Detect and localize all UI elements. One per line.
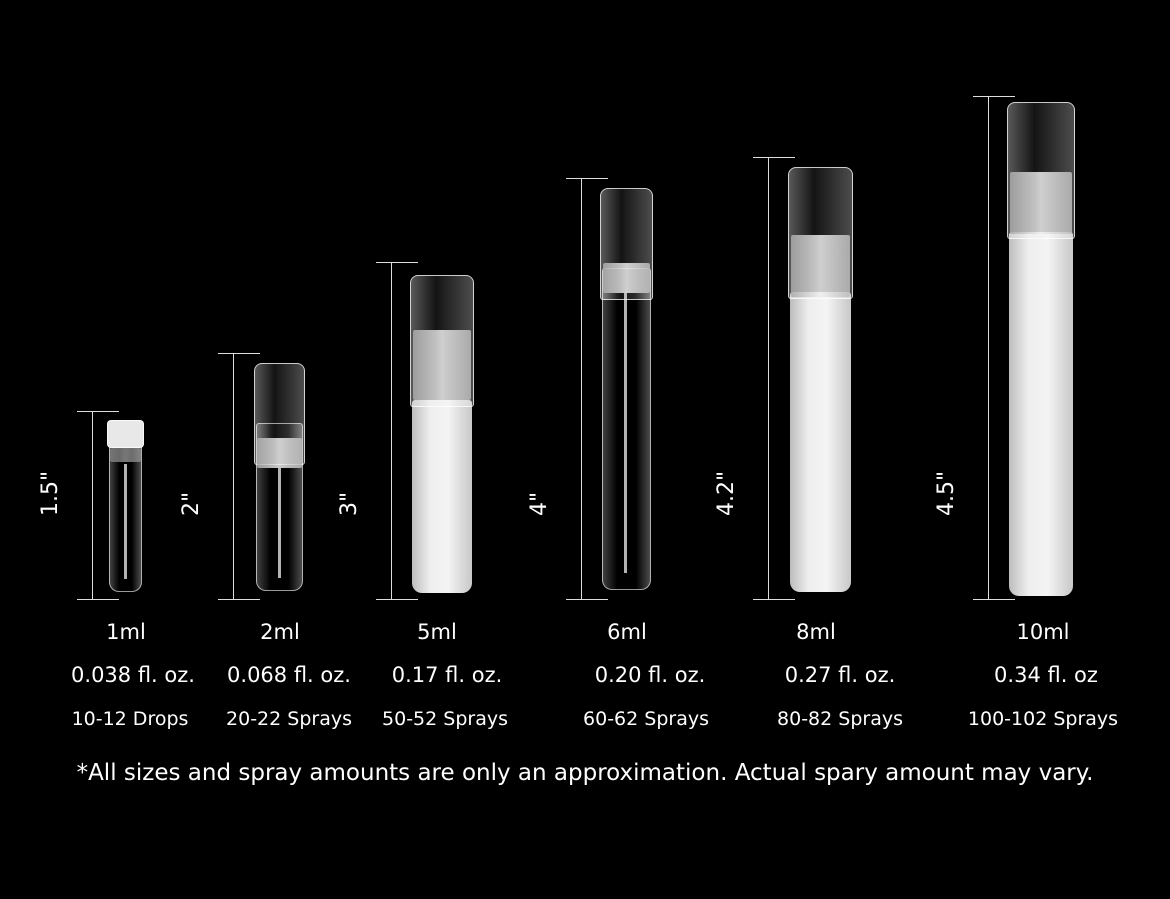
fl-oz-label: 0.068 fl. oz. <box>227 663 351 687</box>
fl-oz-label: 0.17 fl. oz. <box>391 663 503 687</box>
fl-oz-label: 0.038 fl. oz. <box>71 663 195 687</box>
volume-label: 10ml <box>1016 620 1070 644</box>
atomizer-2ml <box>254 363 305 591</box>
disclaimer-footnote: *All sizes and spray amounts are only an… <box>76 760 1094 786</box>
amount-label: 80-82 Sprays <box>777 708 903 730</box>
height-label: 4" <box>527 487 552 520</box>
amount-label: 100-102 Sprays <box>967 708 1119 730</box>
height-label: 1.5" <box>38 466 63 520</box>
amount-label: 60-62 Sprays <box>583 708 709 730</box>
height-label: 4.2" <box>714 466 739 520</box>
volume-label: 2ml <box>260 620 300 644</box>
fl-oz-label: 0.27 fl. oz. <box>784 663 896 687</box>
vial-1ml <box>107 420 144 592</box>
atomizer-8ml <box>788 167 853 592</box>
amount-label: 20-22 Sprays <box>226 708 352 730</box>
volume-label: 1ml <box>106 620 146 644</box>
amount-label: 10-12 Drops <box>71 708 189 730</box>
fl-oz-label: 0.34 fl. oz <box>994 663 1098 687</box>
atomizer-10ml <box>1007 102 1075 596</box>
atomizer-6ml <box>600 188 653 590</box>
height-label: 4.5" <box>934 466 959 520</box>
atomizer-5ml <box>410 275 474 593</box>
height-label: 2" <box>179 487 204 520</box>
amount-label: 50-52 Sprays <box>382 708 508 730</box>
volume-label: 6ml <box>607 620 647 644</box>
volume-label: 8ml <box>796 620 836 644</box>
volume-label: 5ml <box>417 620 457 644</box>
height-label: 3" <box>337 487 362 520</box>
fl-oz-label: 0.20 fl. oz. <box>594 663 706 687</box>
